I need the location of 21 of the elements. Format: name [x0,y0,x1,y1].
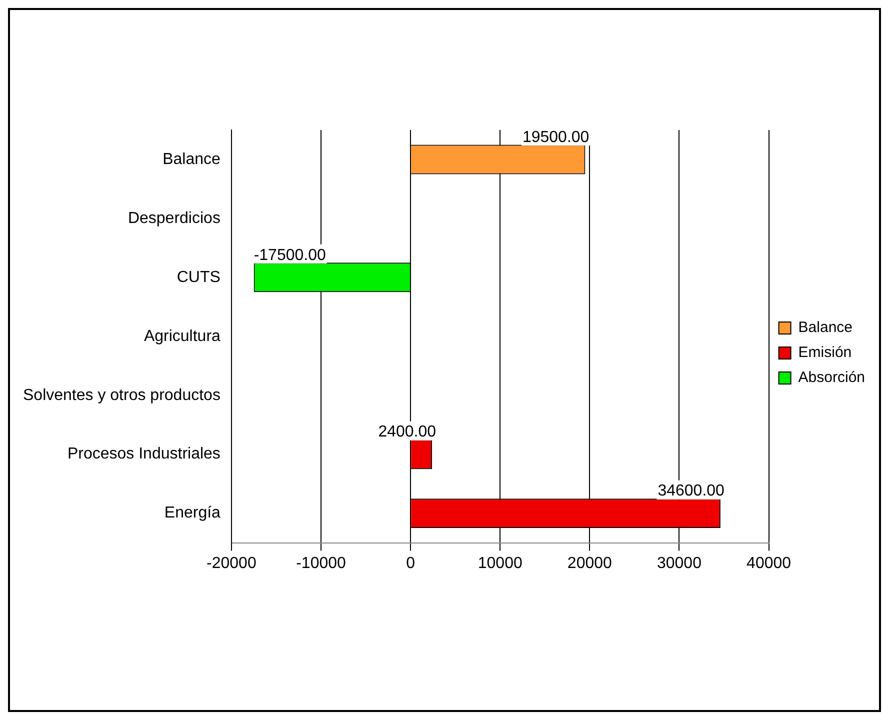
y-tick-label: Energía [164,504,221,522]
y-tick-label: Solventes y otros productos [23,386,220,404]
x-tick-label: 20000 [567,554,612,572]
data-label: 34600.00 [658,482,725,500]
y-tick-label: Balance [162,150,221,168]
y-tick-label: Desperdicios [128,210,220,227]
y-tick-label: Agricultura [144,328,221,345]
x-tick-label: -10000 [296,554,346,572]
data-label: 2400.00 [378,424,436,441]
x-tick-label: -20000 [206,554,256,572]
data-label: 19500.00 [522,128,590,146]
x-tick-label: 0 [406,554,416,572]
x-tick-label: 40000 [746,554,792,572]
x-tick-label: 30000 [656,554,702,572]
legend-label: Balance [798,319,853,336]
legend-label: Emisión [798,344,852,362]
x-tick-label: 10000 [478,554,522,572]
y-tick-label: CUTS [176,268,220,286]
y-tick-label: Procesos Industriales [67,446,220,463]
legend-label: Absorción [798,369,865,386]
data-label: -17500.00 [254,246,326,264]
